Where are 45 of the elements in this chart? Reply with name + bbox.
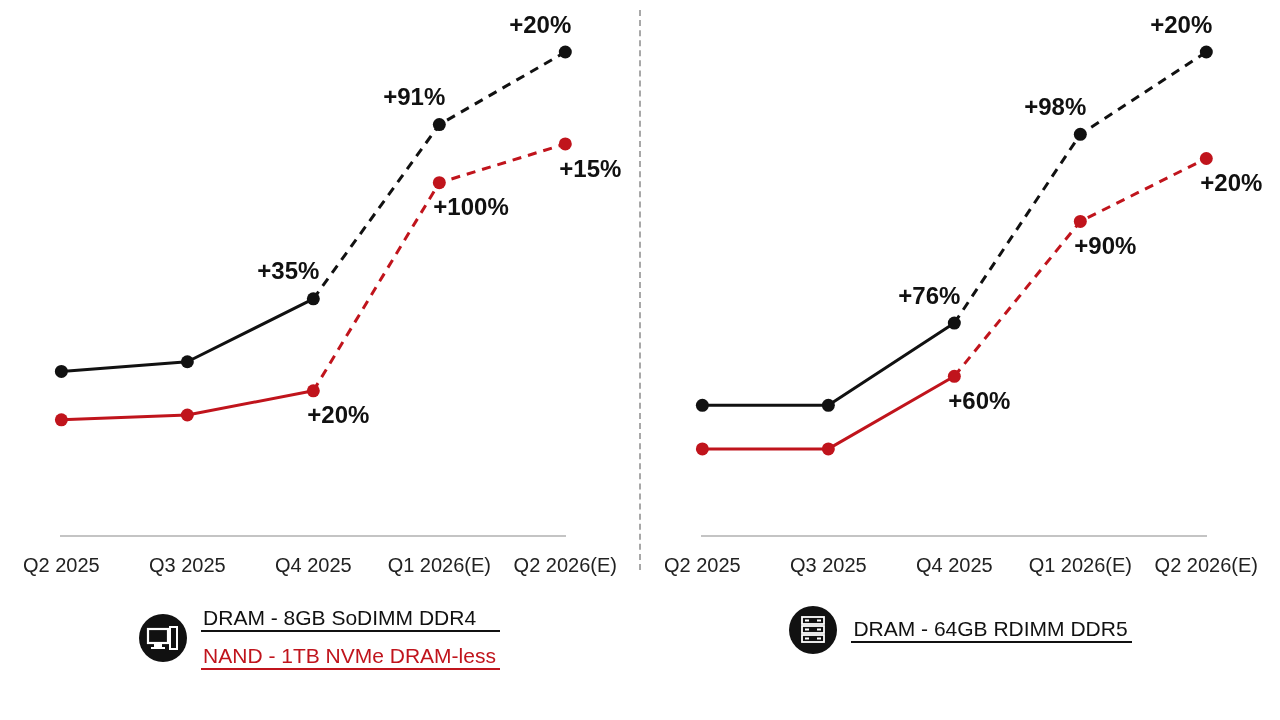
point	[821, 398, 835, 412]
annotation: +20%	[1199, 169, 1262, 197]
annotation: +91%	[382, 83, 445, 111]
point	[306, 292, 320, 306]
point	[306, 384, 320, 398]
annotation: +100%	[432, 193, 509, 221]
point	[54, 413, 68, 427]
x-tick-label: Q1 2026(E)	[387, 553, 491, 576]
x-tick-label: Q4 2025	[915, 553, 993, 576]
point	[180, 355, 194, 369]
point	[695, 442, 709, 456]
point	[1199, 151, 1213, 165]
x-tick-label: Q2 2026(E)	[1154, 553, 1258, 576]
annotation: +20%	[306, 401, 369, 429]
x-tick-label: Q4 2025	[274, 553, 352, 576]
point	[558, 45, 572, 59]
x-tick-label: Q2 2026(E)	[513, 553, 617, 576]
x-tick-label: Q1 2026(E)	[1028, 553, 1132, 576]
x-tick-label: Q3 2025	[148, 553, 226, 576]
point	[558, 137, 572, 151]
annotation: +35%	[256, 257, 319, 285]
x-tick-label: Q2 2025	[663, 553, 741, 576]
point	[821, 442, 835, 456]
text: DRAM - 8GB SoDIMM DDR4	[201, 606, 500, 632]
annotation: +20%	[508, 10, 571, 38]
point	[432, 118, 446, 132]
point	[1073, 214, 1087, 228]
annotation: +90%	[1073, 232, 1136, 260]
text: NAND - 1TB NVMe DRAM-less	[201, 644, 500, 670]
annotation: +98%	[1023, 92, 1086, 120]
point	[1199, 45, 1213, 59]
annotation: +15%	[558, 154, 621, 182]
point	[947, 369, 961, 383]
x-tick-label: Q2 2025	[22, 553, 100, 576]
point	[432, 176, 446, 190]
annotation: +60%	[947, 386, 1010, 414]
annotation: +20%	[1149, 10, 1212, 38]
annotation: +76%	[897, 281, 960, 309]
x-tick-label: Q3 2025	[789, 553, 867, 576]
point	[695, 398, 709, 412]
point	[54, 364, 68, 378]
point	[180, 408, 194, 422]
legend-label: DRAM - 64GB RDIMM DDR5	[851, 617, 1132, 643]
point	[947, 316, 961, 330]
point	[1073, 127, 1087, 141]
